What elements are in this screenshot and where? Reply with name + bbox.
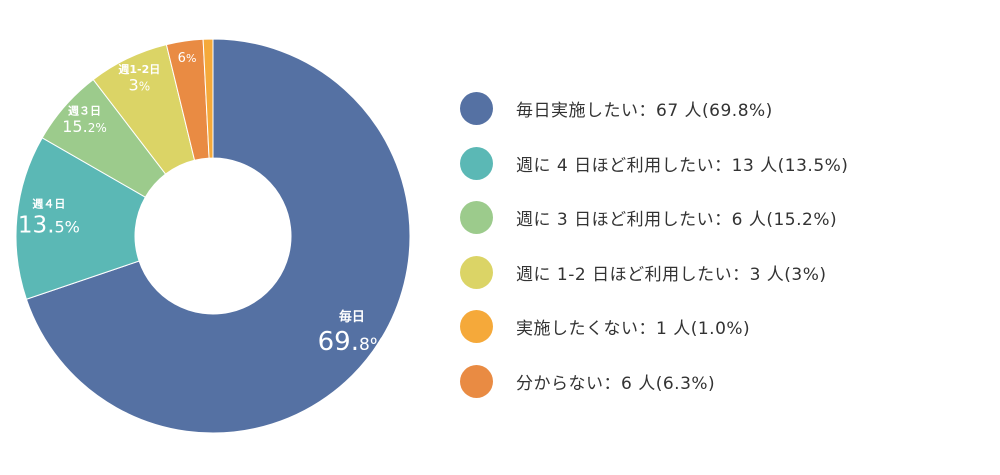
slice-name-label: 毎日 xyxy=(339,309,365,325)
slice-name-label: 週４日 xyxy=(32,196,65,210)
donut-slice xyxy=(202,38,214,159)
legend-swatch xyxy=(460,255,493,289)
legend-label: 週に 4 日ほど利用したい：13 人(13.5%) xyxy=(516,155,849,176)
legend-label: 実施したくない：1 人(1.0%) xyxy=(516,319,751,340)
legend-item: 実施したくない：1 人(1.0%) xyxy=(460,310,848,365)
slice-value-label: 3% xyxy=(129,76,151,95)
legend-swatch xyxy=(460,92,493,125)
legend-item: 週に 4 日ほど利用したい：13 人(13.5%) xyxy=(460,146,849,202)
legend-label: 分からない：6 人(6.3%) xyxy=(516,373,716,394)
legend-label: 週に 1-2 日ほど利用したい：3 人(3%) xyxy=(516,264,827,285)
chart-legend: 毎日実施したい：67 人(69.8%) 週に 4 日ほど利用したい：13 人(13… xyxy=(460,92,848,420)
legend-item: 分からない：6 人(6.3%) xyxy=(460,364,848,420)
legend-swatch xyxy=(460,364,493,398)
legend-swatch xyxy=(460,201,493,235)
slice-name-label: 週1-2日 xyxy=(118,62,160,76)
legend-item: 週に 1-2 日ほど利用したい：3 人(3%) xyxy=(460,255,848,311)
donut-slices xyxy=(15,38,411,434)
slice-value-label: 69.8% xyxy=(318,327,386,357)
slice-value-label: 15.2% xyxy=(62,117,107,136)
slice-name-label: 週３日 xyxy=(68,104,101,118)
legend-label: 週に 3 日ほど利用したい：6 人(15.2%) xyxy=(516,210,838,231)
slice-value-label: 6% xyxy=(178,51,197,66)
legend-swatch xyxy=(460,146,493,180)
donut-slice xyxy=(25,38,411,434)
legend-swatch xyxy=(460,310,493,344)
donut-slice xyxy=(15,137,147,300)
slice-value-label: 13.5% xyxy=(18,213,80,239)
legend-item: 毎日実施したい：67 人(69.8%) xyxy=(460,92,848,147)
legend-label: 毎日実施したい：67 人(69.8%) xyxy=(516,101,773,121)
legend-item: 週に 3 日ほど利用したい：6 人(15.2%) xyxy=(460,201,848,256)
